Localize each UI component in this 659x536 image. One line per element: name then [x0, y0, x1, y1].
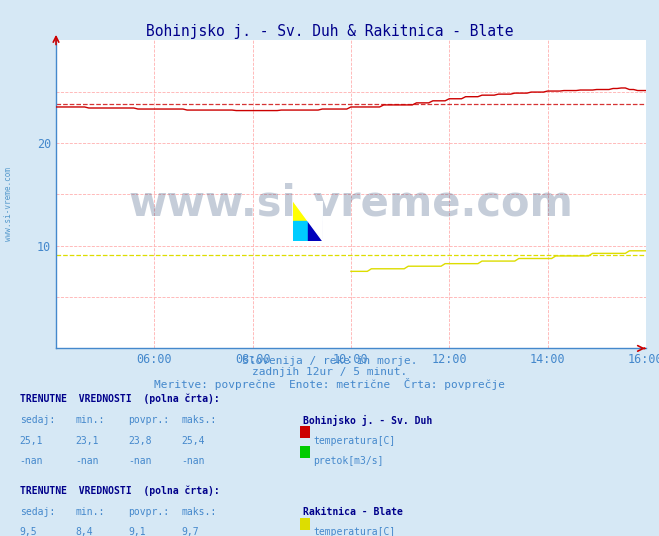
Text: -nan: -nan: [76, 456, 100, 466]
Text: 8,4: 8,4: [76, 527, 94, 536]
Text: www.si-vreme.com: www.si-vreme.com: [4, 167, 13, 241]
Text: Meritve: povprečne  Enote: metrične  Črta: povprečje: Meritve: povprečne Enote: metrične Črta:…: [154, 378, 505, 390]
Text: pretok[m3/s]: pretok[m3/s]: [313, 456, 384, 466]
Text: temperatura[C]: temperatura[C]: [313, 436, 395, 446]
Text: 9,5: 9,5: [20, 527, 38, 536]
Text: maks.:: maks.:: [181, 507, 216, 517]
Text: min.:: min.:: [76, 415, 105, 426]
Text: -nan: -nan: [20, 456, 43, 466]
Bar: [308, 201, 323, 221]
Text: min.:: min.:: [76, 507, 105, 517]
Text: -nan: -nan: [129, 456, 152, 466]
Text: -nan: -nan: [181, 456, 205, 466]
Text: Bohinjsko j. - Sv. Duh: Bohinjsko j. - Sv. Duh: [303, 415, 432, 427]
Text: 25,4: 25,4: [181, 436, 205, 446]
Text: 25,1: 25,1: [20, 436, 43, 446]
Text: sedaj:: sedaj:: [20, 507, 55, 517]
Text: TRENUTNE  VREDNOSTI  (polna črta):: TRENUTNE VREDNOSTI (polna črta):: [20, 486, 219, 496]
Text: 9,1: 9,1: [129, 527, 146, 536]
Text: TRENUTNE  VREDNOSTI  (polna črta):: TRENUTNE VREDNOSTI (polna črta):: [20, 394, 219, 405]
Bar: [293, 221, 308, 241]
Text: sedaj:: sedaj:: [20, 415, 55, 426]
Bar: [308, 221, 323, 241]
Text: povpr.:: povpr.:: [129, 507, 169, 517]
Text: zadnjih 12ur / 5 minut.: zadnjih 12ur / 5 minut.: [252, 367, 407, 377]
Text: www.si-vreme.com: www.si-vreme.com: [129, 183, 573, 225]
Bar: [293, 201, 308, 221]
Text: 23,8: 23,8: [129, 436, 152, 446]
Text: Slovenija / reke in morje.: Slovenija / reke in morje.: [242, 356, 417, 367]
Text: temperatura[C]: temperatura[C]: [313, 527, 395, 536]
Text: Bohinjsko j. - Sv. Duh & Rakitnica - Blate: Bohinjsko j. - Sv. Duh & Rakitnica - Bla…: [146, 24, 513, 39]
Text: 23,1: 23,1: [76, 436, 100, 446]
Text: Rakitnica - Blate: Rakitnica - Blate: [303, 507, 403, 517]
Text: 9,7: 9,7: [181, 527, 199, 536]
Text: povpr.:: povpr.:: [129, 415, 169, 426]
Text: maks.:: maks.:: [181, 415, 216, 426]
Polygon shape: [293, 201, 323, 241]
